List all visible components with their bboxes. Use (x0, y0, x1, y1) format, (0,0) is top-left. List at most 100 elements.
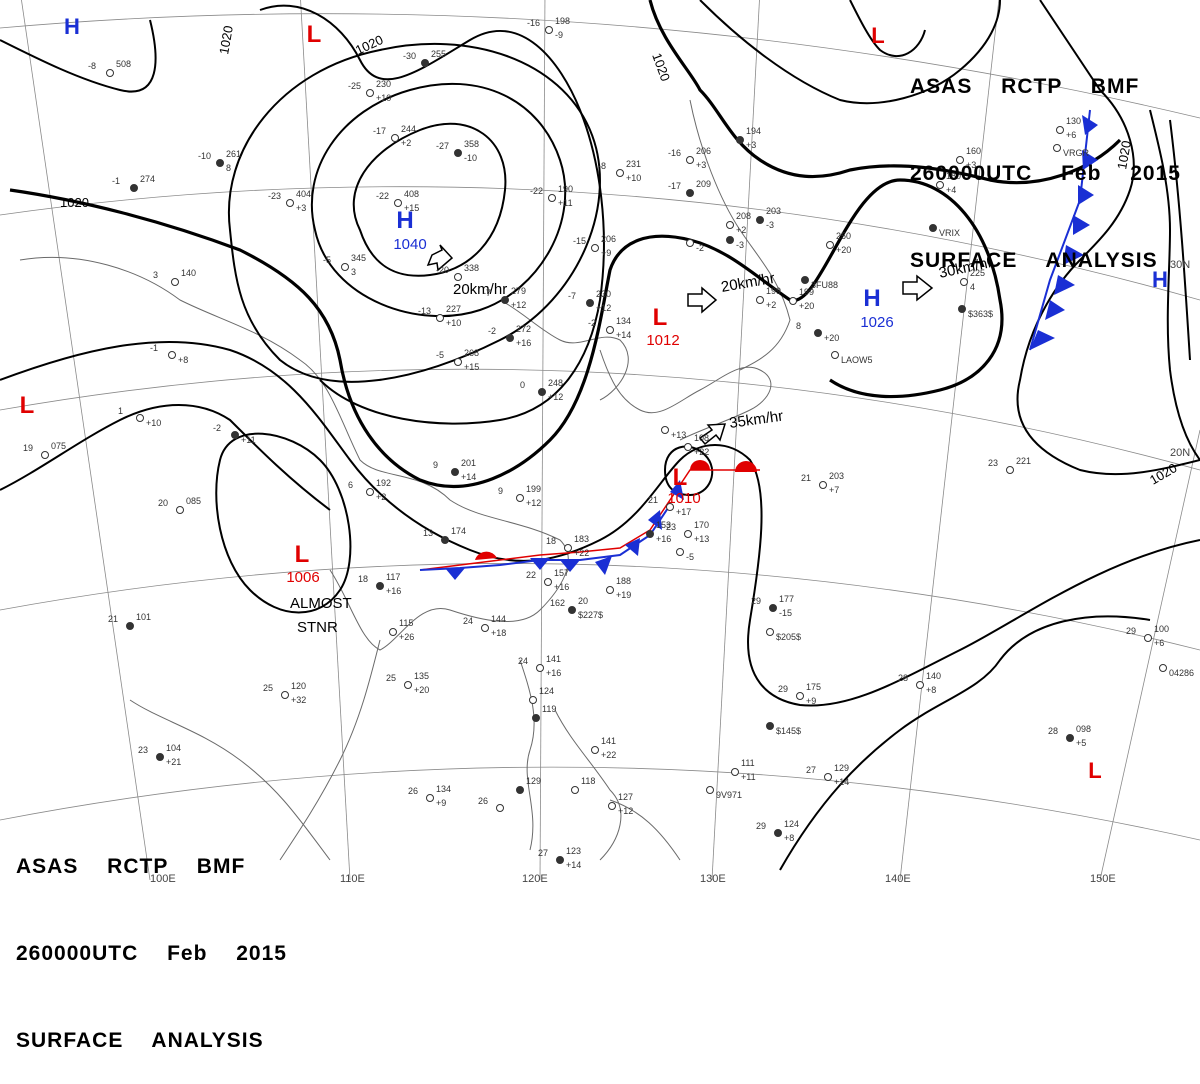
station-tendency: +8 (926, 685, 936, 695)
sky-cover-icon (1007, 467, 1014, 474)
low-center-label: L (871, 23, 884, 48)
station-tendency: +26 (399, 632, 414, 642)
station-temperature: -22 (376, 191, 389, 201)
station-temperature: 28 (1048, 726, 1058, 736)
sky-cover-icon (609, 803, 616, 810)
station-tendency: 3FU88 (811, 280, 838, 290)
station-pressure: 206 (601, 234, 616, 244)
station-pressure: 117 (386, 572, 400, 582)
station-tendency: +10 (376, 93, 391, 103)
station-tendency: +22 (694, 447, 709, 457)
station-tendency: $227$ (578, 610, 603, 620)
sky-cover-icon (757, 217, 764, 224)
station-pressure: 230 (376, 79, 391, 89)
sky-cover-icon (687, 190, 694, 197)
station-pressure: 177 (779, 594, 794, 604)
station-pressure: 129 (834, 763, 849, 773)
station-tendency: $205$ (776, 632, 801, 642)
station-plot: +13 (662, 427, 687, 441)
low-center-pressure: 1006 (286, 569, 319, 586)
sky-cover-icon (587, 300, 594, 307)
longitude-label: 110E (340, 873, 365, 885)
station-tendency: 04286 (1169, 668, 1194, 678)
stationary-note: ALMOST (290, 595, 352, 612)
station-pressure: 157 (554, 568, 569, 578)
longitude-labels: 100E 110E 120E 130E 140E 150E (150, 873, 1116, 885)
station-plot: 111+11 (732, 758, 756, 782)
station-tendency: -5 (686, 552, 694, 562)
station-temperature: -8 (88, 61, 96, 71)
station-temperature: 1 (118, 406, 123, 416)
station-tendency: +11 (741, 772, 756, 782)
movement-arrow-icon (688, 288, 716, 312)
station-pressure: 190 (558, 184, 573, 194)
sky-cover-icon (687, 240, 694, 247)
station-tendency: LAOW5 (841, 355, 873, 365)
chart-header-bottom: ASAS RCTP BMF 260000UTC Feb 2015 SURFACE… (16, 794, 287, 1084)
latitude-line-10n (0, 563, 1200, 650)
station-tendency: +3 (696, 160, 706, 170)
station-tendency: +10 (446, 318, 461, 328)
isobar-label: 1020 (60, 195, 89, 210)
station-tendency: 9V971 (716, 790, 742, 800)
station-pressure: 345 (351, 253, 366, 263)
station-pressure: 261 (226, 149, 241, 159)
station-pressure: 203 (829, 471, 844, 481)
station-plot: $145$ (767, 723, 802, 737)
station-pressure: 120 (291, 681, 306, 691)
station-temperature: 29 (778, 684, 788, 694)
station-tendency: +14 (834, 777, 849, 787)
station-pressure: 124 (784, 819, 799, 829)
station-tendency: +14 (461, 472, 476, 482)
sky-cover-icon (530, 697, 537, 704)
station-tendency: +21 (166, 757, 181, 767)
station-tendency: +17 (676, 507, 691, 517)
station-temperature: 28 (898, 673, 908, 683)
isobar-label: 1020 (353, 32, 386, 58)
sky-cover-icon (282, 692, 289, 699)
station-tendency: +3 (296, 203, 306, 213)
sky-cover-icon (287, 200, 294, 207)
sky-cover-icon (367, 489, 374, 496)
station-pressure: 192 (376, 478, 391, 488)
sky-cover-icon (482, 625, 489, 632)
station-tendency: +10 (626, 173, 641, 183)
station-pressure: 203 (766, 206, 781, 216)
station-pressure: 268 (464, 348, 479, 358)
station-plot: $205$ (767, 629, 802, 643)
station-temperature: -16 (668, 148, 681, 158)
isobar-1012-east (780, 616, 1150, 870)
station-plot: 04286 (1160, 665, 1195, 679)
station-pressure: 135 (414, 671, 429, 681)
movement-speed: 35km/hr (728, 408, 784, 432)
station-plot: 26 (478, 796, 504, 812)
station-pressure: 104 (166, 743, 181, 753)
station-pressure: 231 (626, 159, 641, 169)
station-tendency: +8 (178, 355, 188, 365)
station-pressure: 194 (746, 126, 761, 136)
station-temperature: 8 (796, 321, 801, 331)
sky-cover-icon (137, 415, 144, 422)
sky-cover-icon (917, 682, 924, 689)
station-tendency: +18 (491, 628, 506, 638)
sky-cover-icon (677, 549, 684, 556)
station-temperature: 24 (463, 616, 473, 626)
sky-cover-icon (685, 444, 692, 451)
station-pressure: 250 (836, 231, 851, 241)
sky-cover-icon (770, 605, 777, 612)
station-pressure: 101 (136, 612, 151, 622)
station-tendency: $145$ (776, 726, 801, 736)
